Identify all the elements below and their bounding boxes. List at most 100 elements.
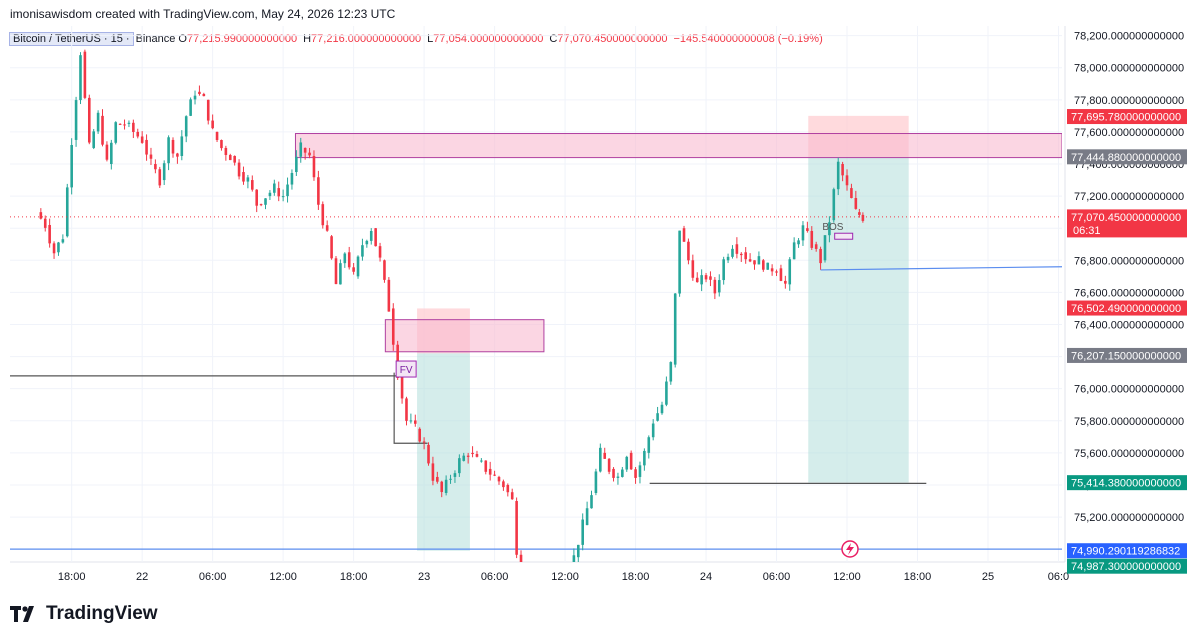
candle-body (356, 256, 360, 277)
x-tick-label: 06:00 (481, 571, 509, 583)
candle-body (590, 495, 593, 509)
candle-body (462, 455, 466, 461)
candle-body (440, 481, 444, 493)
candle-body (246, 177, 250, 182)
candle-body (444, 479, 448, 493)
candle-body (634, 469, 637, 478)
candle-body (651, 423, 655, 438)
candle-body (806, 228, 809, 231)
candle-body (79, 55, 82, 101)
price-axis-label: 74,987.300000000000 (1071, 561, 1181, 573)
candle-body (167, 137, 170, 164)
candle-body (70, 144, 73, 188)
supply-zone-1 (294, 133, 1062, 159)
candle-body (475, 454, 479, 457)
y-tick-label: 76,800.000000000000 (1074, 255, 1184, 267)
candle-body (669, 362, 673, 382)
x-tick-label: 12:00 (551, 571, 579, 583)
candle-body (599, 447, 602, 472)
candle-body (616, 476, 620, 478)
candle-body (145, 139, 148, 155)
candle-body (660, 404, 664, 414)
price-chart[interactable]: 78,200.000000000000 78,000.000000000000 77… (0, 0, 1200, 600)
candle-body (325, 225, 329, 231)
candle-body (854, 198, 858, 209)
candle-body (330, 236, 333, 259)
candle-body (259, 204, 263, 206)
candle-body (92, 131, 96, 148)
y-tick-label: 75,200.000000000000 (1074, 512, 1184, 524)
candle-body (594, 471, 598, 493)
x-tick-label: 06:00 (199, 571, 227, 583)
candle-body (797, 240, 800, 245)
candle-body (127, 122, 131, 124)
candle-body (603, 452, 607, 459)
candle-body (713, 279, 717, 294)
candle-body (369, 231, 373, 241)
candle-body (123, 124, 126, 126)
candle-body (224, 147, 228, 156)
blue-ray-line (820, 266, 1062, 271)
candle-body (96, 112, 100, 132)
candle-body (722, 259, 725, 281)
candle-body (264, 198, 267, 205)
price-axis-label-bg (1067, 475, 1187, 491)
candle-body (206, 99, 210, 121)
candle-body (140, 136, 144, 143)
price-axis-label-bg (1067, 347, 1187, 363)
candle-body (149, 154, 153, 159)
candle-body (299, 142, 303, 157)
candle-body (572, 555, 576, 562)
x-tick-label: 24 (700, 571, 712, 583)
tradingview-logo-text: TradingView (46, 603, 158, 624)
y-tick-label: 77,800.000000000000 (1074, 95, 1184, 107)
candle-body (202, 94, 206, 97)
candle-body (436, 476, 439, 482)
candle-body (744, 252, 747, 260)
price-axis-label-bg (1067, 543, 1187, 559)
candle-body (378, 246, 382, 258)
price-axis-label-bg (1067, 300, 1187, 316)
price-axis-label: 77,695.780000000000 (1071, 112, 1181, 124)
candle-body (682, 228, 686, 242)
y-tick-label: 76,400.000000000000 (1074, 319, 1184, 331)
price-axis-label-bg (1067, 558, 1187, 574)
candle-body (792, 242, 796, 260)
candle-body (471, 452, 474, 455)
candle-body (422, 441, 426, 443)
candle-body (488, 468, 492, 475)
x-tick-label: 25 (982, 571, 994, 583)
candle-body (48, 224, 51, 244)
candle-body (581, 519, 584, 545)
candle-body (449, 478, 452, 480)
candle-body (625, 456, 629, 470)
candle-body (308, 152, 311, 156)
candle-body (480, 460, 483, 462)
price-axis-label: 77,070.450000000000 (1071, 212, 1181, 224)
candle-body (678, 230, 681, 294)
countdown-label: 06:31 (1073, 225, 1101, 237)
candle-body (61, 239, 65, 243)
open-key: O (178, 33, 187, 45)
fvg-label-box (395, 360, 417, 378)
candle-body (453, 473, 457, 477)
candle-body (418, 428, 421, 442)
candle-body (819, 248, 822, 264)
candle-body (788, 259, 792, 285)
price-axis-label-bg (1067, 109, 1187, 125)
tradingview-logo: TradingView (10, 603, 158, 625)
candle-body (87, 97, 91, 143)
candle-body (215, 131, 219, 141)
candle-body (383, 260, 386, 280)
candle-body (162, 163, 166, 181)
candle-body (43, 218, 47, 228)
price-axis-label: 77,444.880000000000 (1071, 152, 1181, 164)
high-key: H (303, 33, 312, 45)
supply-zone-2 (384, 319, 545, 353)
candle-body (493, 474, 496, 476)
candle-body (612, 468, 615, 478)
lightning-icon-bolt (846, 543, 854, 555)
candle-body (387, 279, 391, 312)
candle-body (850, 188, 853, 199)
candle-body (273, 183, 276, 193)
